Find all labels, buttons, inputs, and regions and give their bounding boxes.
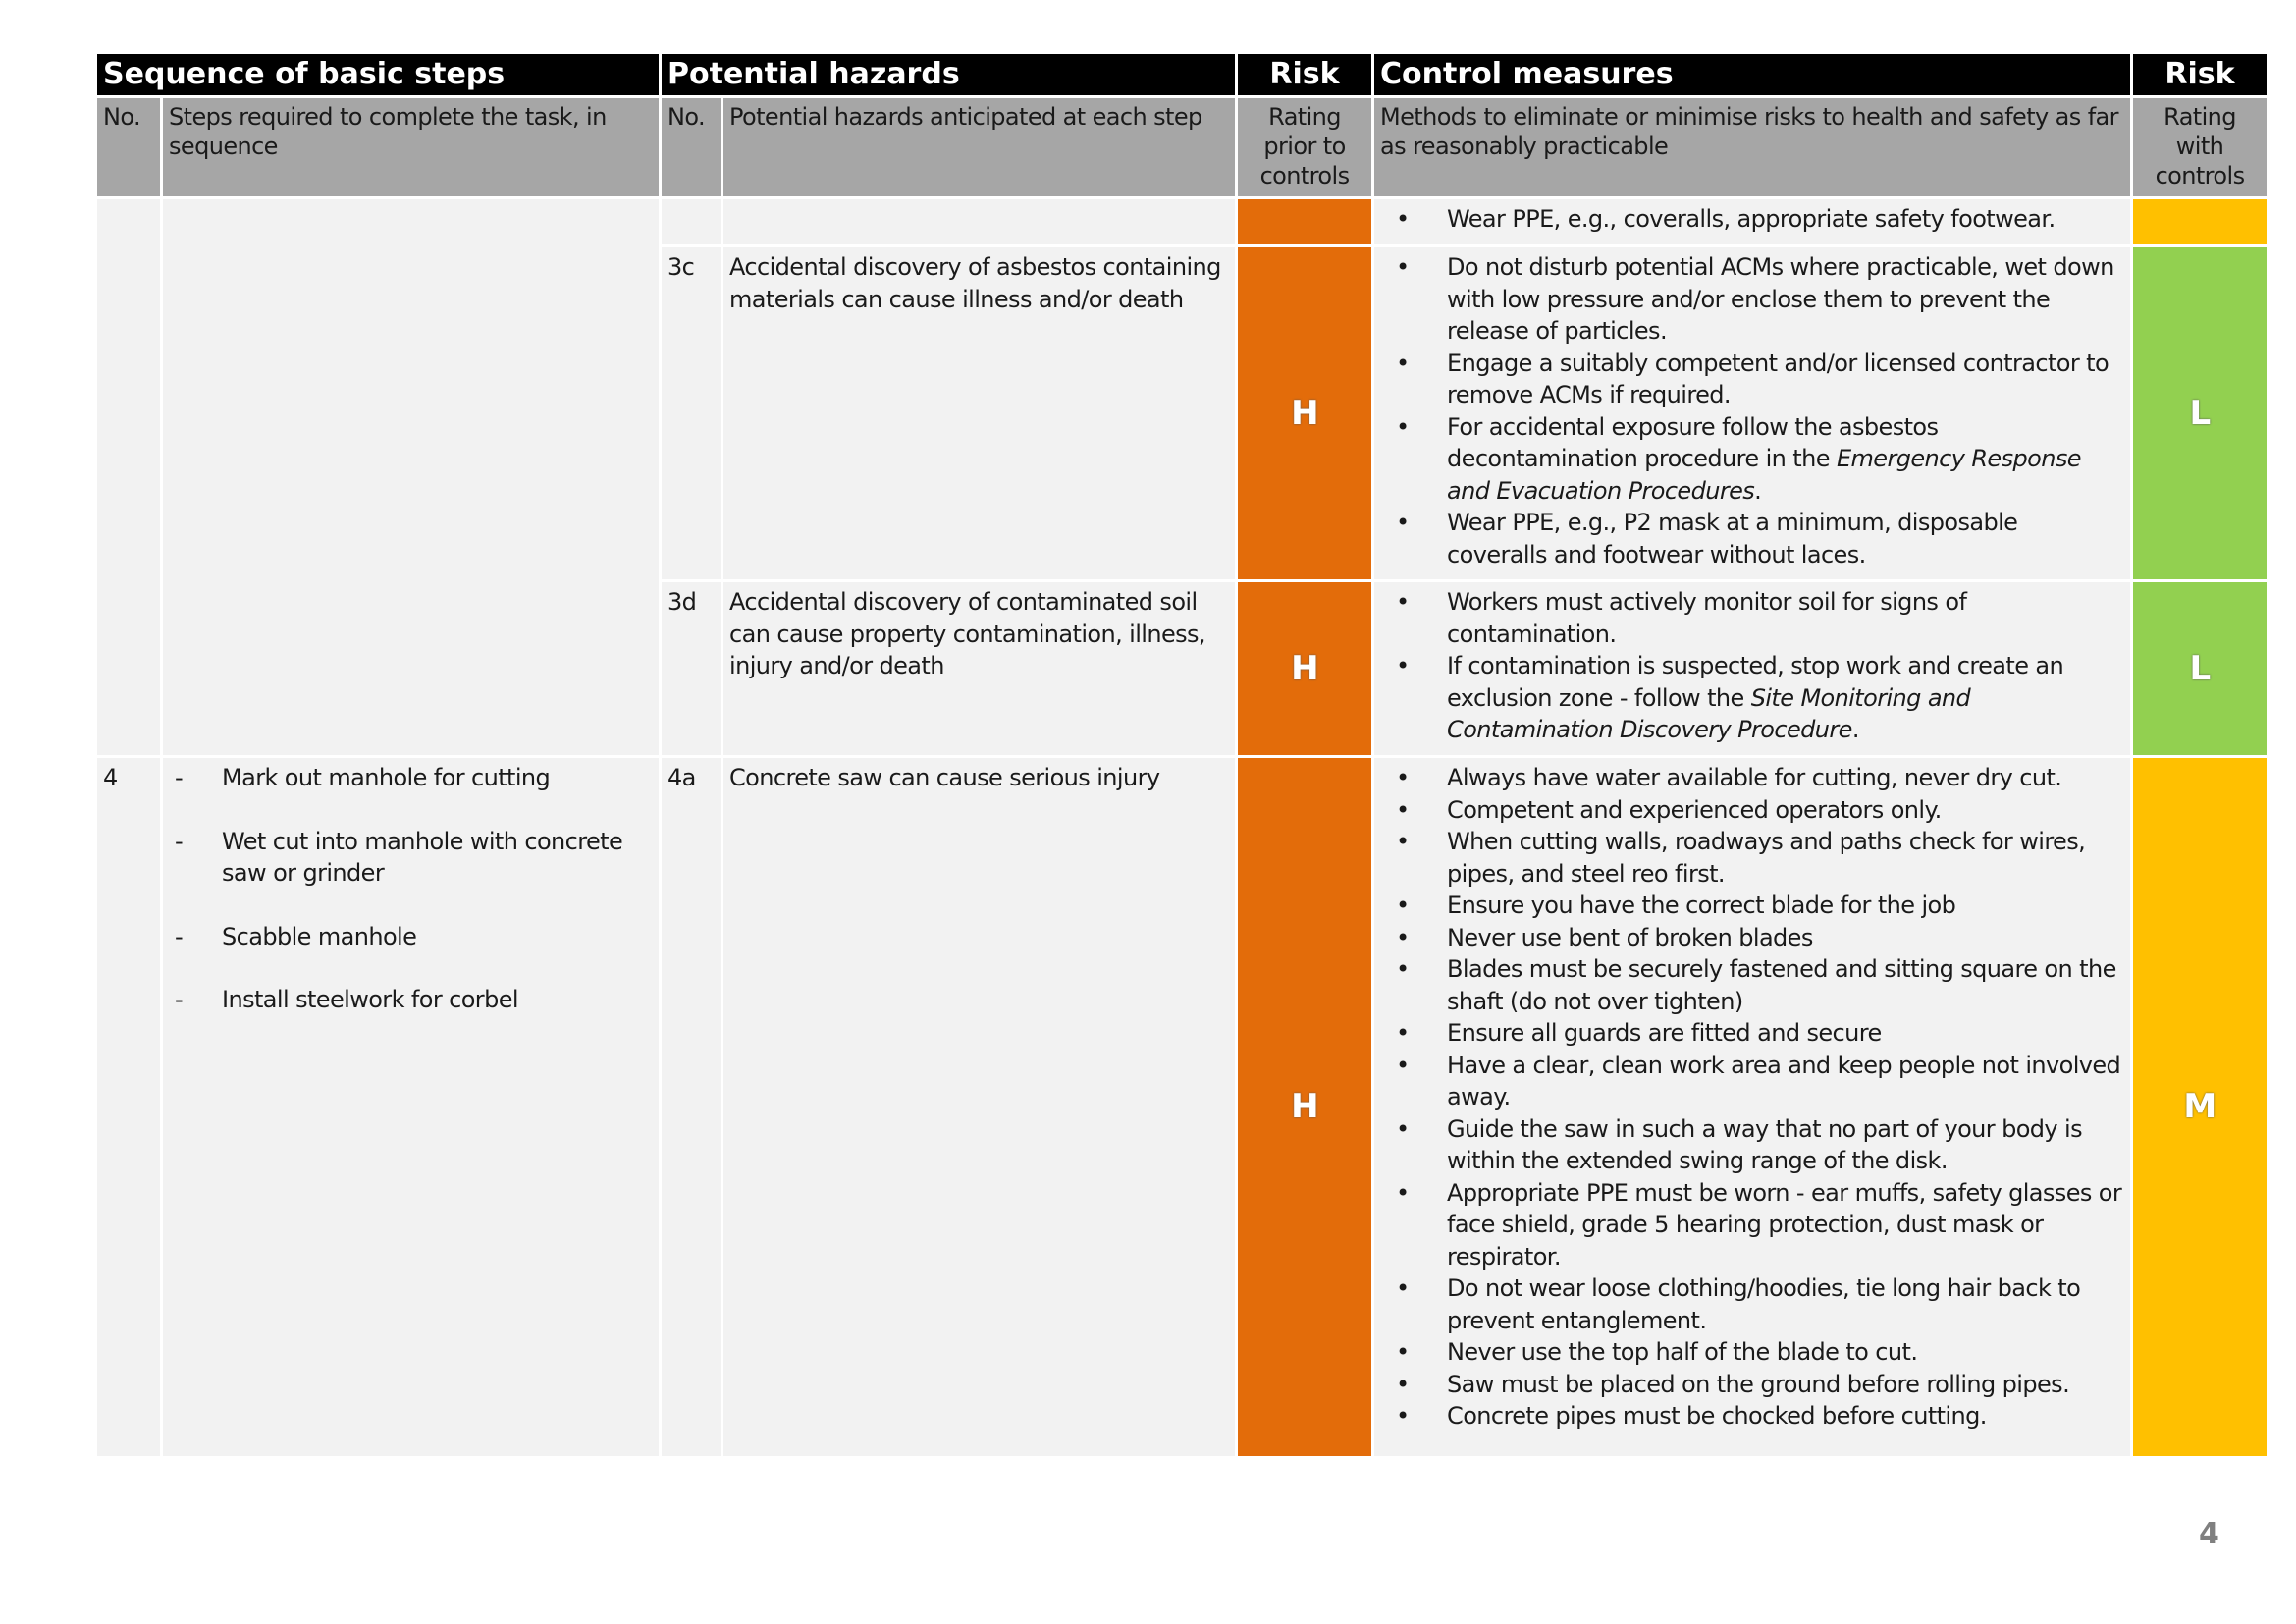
control-item: Workers must actively monitor soil for s… [1396, 586, 2124, 650]
header-risk-prior: Risk [1238, 54, 1372, 95]
risk-with-rating [2133, 199, 2268, 244]
control-text: Workers must actively monitor soil for s… [1447, 588, 1967, 648]
risk-prior-rating: H [1238, 758, 1372, 1456]
control-item: Ensure all guards are fitted and secure [1396, 1017, 2124, 1050]
control-text: Guide the saw in such a way that no part… [1447, 1114, 2083, 1175]
italic-reference: Site Monitoring and Contamination Discov… [1447, 683, 1971, 744]
control-item: When cutting walls, roadways and paths c… [1396, 826, 2124, 890]
control-text: . [1851, 716, 1860, 743]
control-item: Have a clear, clean work area and keep p… [1396, 1050, 2124, 1113]
control-text: Ensure all guards are fitted and secure [1447, 1019, 1882, 1047]
control-text: Do not wear loose clothing/hoodies, tie … [1447, 1274, 2081, 1334]
hazard-number: 3c [662, 247, 721, 579]
control-text: Have a clear, clean work area and keep p… [1447, 1051, 2121, 1111]
control-text: Wear PPE, e.g., coveralls, appropriate s… [1447, 205, 2056, 233]
control-text: Always have water available for cutting,… [1447, 764, 2062, 791]
step-item: Mark out manhole for cutting [169, 762, 653, 794]
control-item: Engage a suitably competent and/or licen… [1396, 348, 2124, 411]
control-text: Saw must be placed on the ground before … [1447, 1370, 2070, 1398]
step-number: 4 [97, 758, 160, 1456]
control-text: Concrete pipes must be chocked before cu… [1447, 1402, 1987, 1430]
control-measures: Always have water available for cutting,… [1374, 758, 2131, 1456]
sub-rating-prior: Rating prior to controls [1238, 98, 1372, 196]
control-text: Competent and experienced operators only… [1447, 795, 1942, 824]
page-number: 4 [2199, 1517, 2219, 1551]
header-controls: Control measures [1374, 54, 2131, 95]
control-text: Ensure you have the correct blade for th… [1447, 892, 1956, 919]
sub-hazard: Potential hazards anticipated at each st… [723, 98, 1236, 196]
steps-cell [163, 199, 660, 755]
risk-prior-rating: H [1238, 582, 1372, 755]
control-item: Guide the saw in such a way that no part… [1396, 1113, 2124, 1177]
subheader-row: No. Steps required to complete the task,… [97, 98, 2268, 196]
header-row: Sequence of basic steps Potential hazard… [97, 54, 2268, 95]
hazard-description: Accidental discovery of asbestos contain… [723, 247, 1236, 579]
table-row: 3d Accidental discovery of contaminated s… [97, 582, 2268, 755]
control-item: Wear PPE, e.g., coveralls, appropriate s… [1396, 203, 2124, 236]
sub-hazard-no: No. [662, 98, 721, 196]
header-sequence: Sequence of basic steps [97, 54, 660, 95]
control-item: If contamination is suspected, stop work… [1396, 650, 2124, 746]
control-item: Appropriate PPE must be worn - ear muffs… [1396, 1177, 2124, 1273]
italic-reference: Emergency Response and Evacuation Proced… [1447, 445, 2081, 505]
step-item: Install steelwork for corbel [169, 984, 653, 1016]
sub-methods: Methods to eliminate or minimise risks t… [1374, 98, 2131, 196]
table-row: 3c Accidental discovery of asbestos conta… [97, 247, 2268, 579]
risk-prior-rating [1238, 199, 1372, 244]
control-measures: Wear PPE, e.g., coveralls, appropriate s… [1374, 199, 2131, 244]
control-item: Never use bent of broken blades [1396, 922, 2124, 954]
control-text: . [1754, 476, 1762, 505]
control-item: Always have water available for cutting,… [1396, 762, 2124, 794]
step-item: Wet cut into manhole with concrete saw o… [169, 826, 653, 890]
control-text: Blades must be securely fastened and sit… [1447, 955, 2116, 1015]
risk-with-rating: L [2133, 247, 2268, 579]
step-item: Scabble manhole [169, 921, 653, 953]
control-item: Never use the top half of the blade to c… [1396, 1336, 2124, 1369]
control-text: Do not disturb potential ACMs where prac… [1447, 253, 2114, 345]
hazard-description: Accidental discovery of contaminated soi… [723, 582, 1236, 755]
control-text: Never use the top half of the blade to c… [1447, 1338, 1918, 1366]
control-text: Appropriate PPE must be worn - ear muffs… [1447, 1178, 2122, 1271]
sub-no: No. [97, 98, 160, 196]
control-item: Saw must be placed on the ground before … [1396, 1369, 2124, 1401]
sub-rating-with: Rating with controls [2133, 98, 2268, 196]
control-text: Wear PPE, e.g., P2 mask at a minimum, di… [1447, 509, 2018, 568]
control-text: For accidental exposure follow the asbes… [1447, 412, 1939, 473]
control-text: Engage a suitably competent and/or licen… [1447, 349, 2109, 409]
control-item: Competent and experienced operators only… [1396, 794, 2124, 827]
risk-with-rating: L [2133, 582, 2268, 755]
header-hazards: Potential hazards [662, 54, 1236, 95]
sub-steps: Steps required to complete the task, in … [163, 98, 660, 196]
control-item: Wear PPE, e.g., P2 mask at a minimum, di… [1396, 507, 2124, 570]
hazard-number: 3d [662, 582, 721, 755]
control-item: Blades must be securely fastened and sit… [1396, 953, 2124, 1017]
control-item: For accidental exposure follow the asbes… [1396, 411, 2124, 508]
risk-with-rating: M [2133, 758, 2268, 1456]
control-item: Ensure you have the correct blade for th… [1396, 890, 2124, 922]
risk-prior-rating: H [1238, 247, 1372, 579]
control-item: Do not wear loose clothing/hoodies, tie … [1396, 1272, 2124, 1336]
control-measures: Workers must actively monitor soil for s… [1374, 582, 2131, 755]
hazard-description [723, 199, 1236, 244]
hazard-number [662, 199, 721, 244]
control-text: When cutting walls, roadways and paths c… [1447, 828, 2086, 888]
control-measures: Do not disturb potential ACMs where prac… [1374, 247, 2131, 579]
hazard-number: 4a [662, 758, 721, 1456]
control-item: Do not disturb potential ACMs where prac… [1396, 251, 2124, 348]
steps-cell: Mark out manhole for cutting Wet cut into… [163, 758, 660, 1456]
risk-assessment-table: Sequence of basic steps Potential hazard… [94, 51, 2269, 1459]
table-row: Wear PPE, e.g., coveralls, appropriate s… [97, 199, 2268, 755]
hazard-description: Concrete saw can cause serious injury [723, 758, 1236, 1456]
step-number-cell [97, 199, 160, 755]
control-text: Never use bent of broken blades [1447, 923, 1813, 951]
control-text: If contamination is suspected, stop work… [1447, 652, 2064, 712]
table-row: 4 Mark out manhole for cutting Wet cut int… [97, 758, 2268, 1456]
header-risk-with: Risk [2133, 54, 2268, 95]
control-item: Concrete pipes must be chocked before cu… [1396, 1400, 2124, 1433]
